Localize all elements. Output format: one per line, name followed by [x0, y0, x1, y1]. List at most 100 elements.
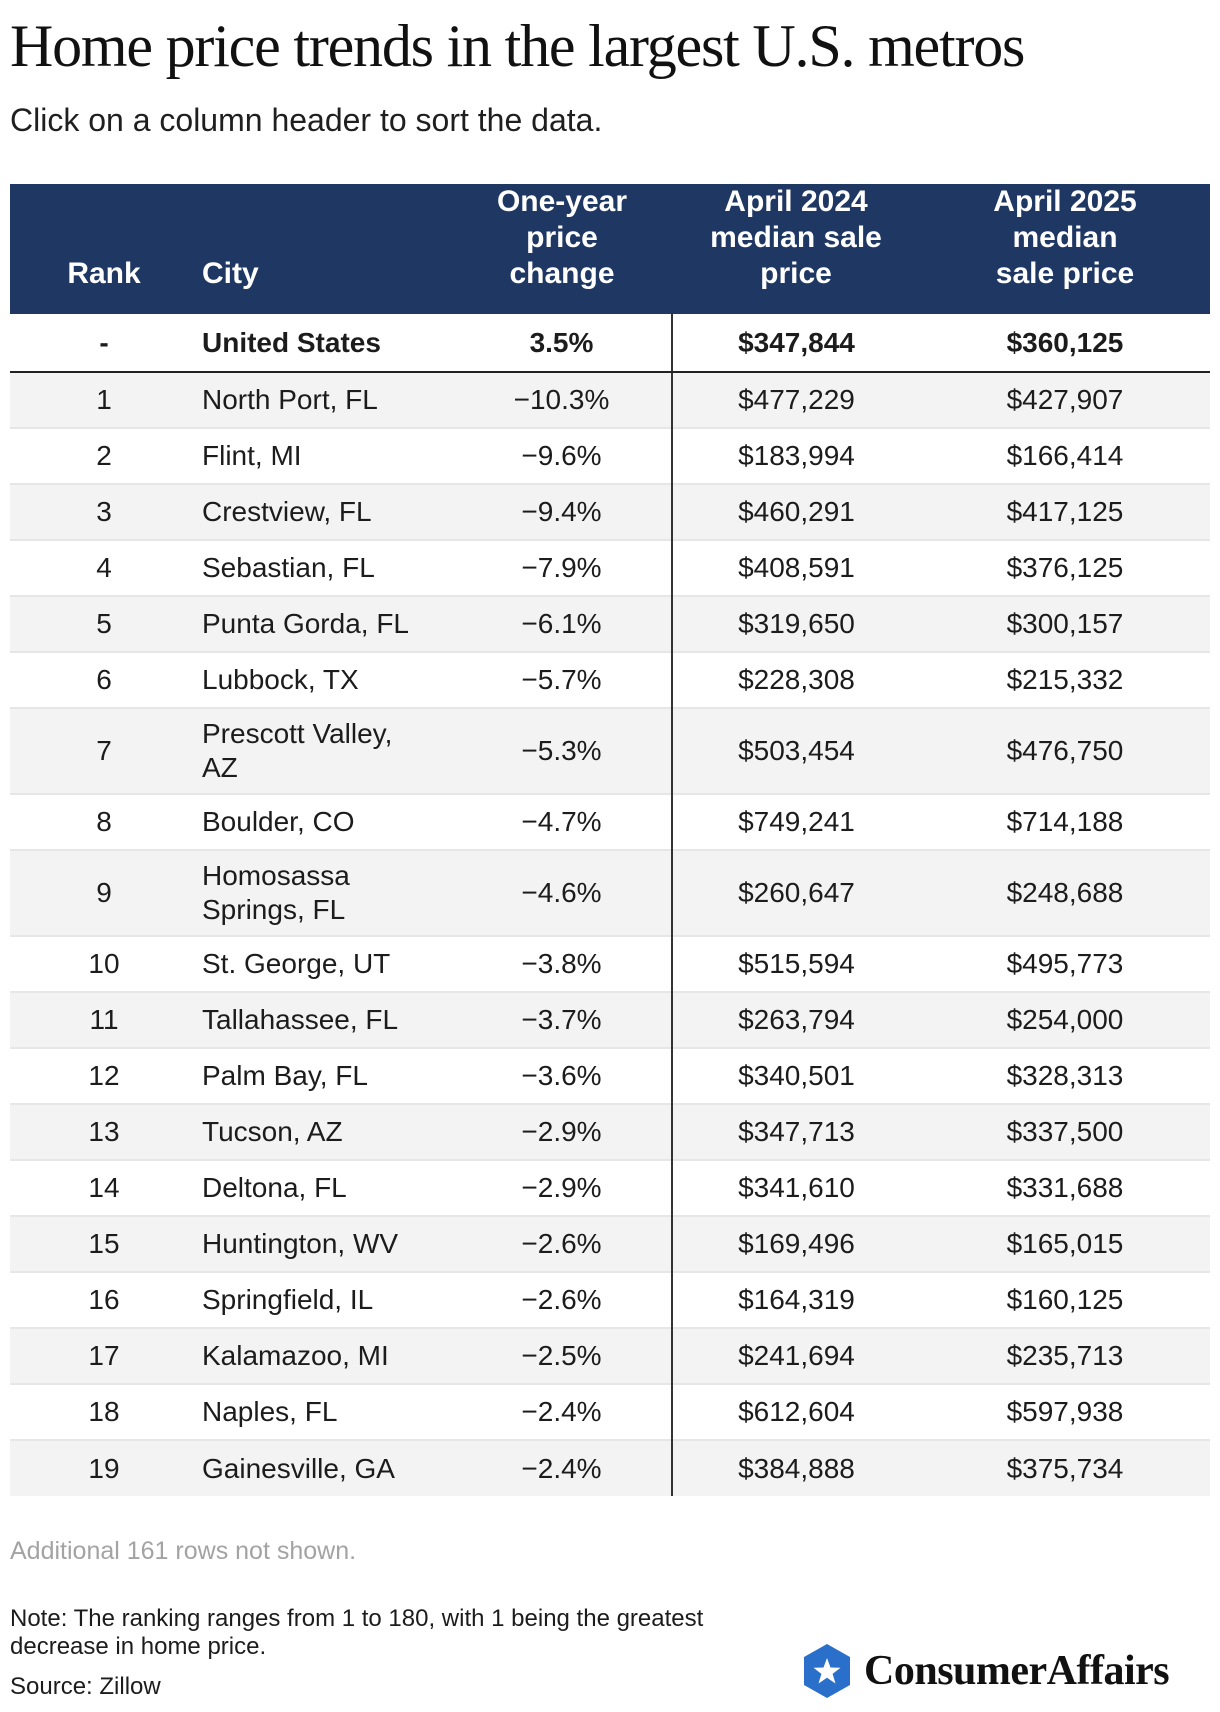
cell-change: −5.3%: [452, 707, 672, 794]
data-table: Rank City One-year price change April 20…: [10, 184, 1210, 1496]
cell-rank: 10: [10, 935, 198, 992]
cell-rank: 3: [10, 483, 198, 540]
cell-rank: 17: [10, 1327, 198, 1384]
cell-price-2025: $376,125: [920, 539, 1210, 596]
cell-change: −2.6%: [452, 1215, 672, 1272]
cell-price-2024: $503,454: [671, 707, 920, 794]
cell-rank: 19: [10, 1439, 198, 1496]
header-city[interactable]: City: [198, 184, 452, 314]
cell-price-2025: $235,713: [920, 1327, 1210, 1384]
cell-change: −2.4%: [452, 1439, 672, 1496]
table-row: 14 Deltona, FL −2.9% $341,610 $331,688: [10, 1159, 1210, 1216]
cell-change: −5.7%: [452, 651, 672, 708]
cell-rank: 12: [10, 1047, 198, 1104]
cell-change: −4.6%: [452, 849, 672, 936]
cell-price-2024: $183,994: [671, 427, 920, 484]
cell-city: North Port, FL: [198, 371, 452, 428]
cell-change: −2.9%: [452, 1159, 672, 1216]
cell-price-2024: $749,241: [671, 793, 920, 850]
cell-rank: 1: [10, 371, 198, 428]
cell-price-2025: $160,125: [920, 1271, 1210, 1328]
brand-name: ConsumerAffairs: [864, 1648, 1170, 1694]
cell-change: −2.4%: [452, 1383, 672, 1440]
cell-price-2025: $300,157: [920, 595, 1210, 652]
cell-price-2025: $248,688: [920, 849, 1210, 936]
cell-price-2025: $165,015: [920, 1215, 1210, 1272]
cell-rank: 6: [10, 651, 198, 708]
consumeraffairs-logo: ConsumerAffairs: [800, 1640, 1170, 1702]
table-header-row: Rank City One-year price change April 20…: [10, 184, 1210, 314]
page-subtitle: Click on a column header to sort the dat…: [10, 102, 603, 138]
table-row: 6 Lubbock, TX −5.7% $228,308 $215,332: [10, 651, 1210, 708]
cell-price-2025: $360,125: [920, 314, 1210, 373]
cell-price-2024: $228,308: [671, 651, 920, 708]
cell-price-2025: $427,907: [920, 371, 1210, 428]
table-row: 10 St. George, UT −3.8% $515,594 $495,773: [10, 935, 1210, 992]
cell-city: Tucson, AZ: [198, 1103, 452, 1160]
cell-price-2025: $254,000: [920, 991, 1210, 1048]
cell-price-2024: $477,229: [671, 371, 920, 428]
cell-price-2025: $714,188: [920, 793, 1210, 850]
table-row: 16 Springfield, IL −2.6% $164,319 $160,125: [10, 1271, 1210, 1328]
header-april-2024-price[interactable]: April 2024 median sale price: [672, 184, 920, 314]
header-one-year-change[interactable]: One-year price change: [452, 184, 672, 314]
table-row: 9 Homosassa Springs, FL −4.6% $260,647 $248,6…: [10, 849, 1210, 936]
cell-city: Crestview, FL: [198, 483, 452, 540]
cell-price-2025: $166,414: [920, 427, 1210, 484]
cell-city: Palm Bay, FL: [198, 1047, 452, 1104]
cell-city: Gainesville, GA: [198, 1439, 452, 1496]
cell-city: Punta Gorda, FL: [198, 595, 452, 652]
cell-rank: 16: [10, 1271, 198, 1328]
cell-price-2024: $347,713: [671, 1103, 920, 1160]
cell-rank: 9: [10, 849, 198, 936]
cell-price-2024: $241,694: [671, 1327, 920, 1384]
cell-rank: -: [10, 314, 198, 373]
cell-rank: 2: [10, 427, 198, 484]
table-row: 13 Tucson, AZ −2.9% $347,713 $337,500: [10, 1103, 1210, 1160]
cell-rank: 11: [10, 991, 198, 1048]
cell-change: −9.6%: [452, 427, 672, 484]
cell-city: United States: [198, 314, 452, 373]
cell-city: Boulder, CO: [198, 793, 452, 850]
cell-city: Tallahassee, FL: [198, 991, 452, 1048]
cell-rank: 18: [10, 1383, 198, 1440]
table-row: 3 Crestview, FL −9.4% $460,291 $417,125: [10, 483, 1210, 540]
cell-change: −10.3%: [452, 371, 672, 428]
cell-city: St. George, UT: [198, 935, 452, 992]
table-row: 11 Tallahassee, FL −3.7% $263,794 $254,000: [10, 991, 1210, 1048]
table-row: 15 Huntington, WV −2.6% $169,496 $165,015: [10, 1215, 1210, 1272]
cell-change: −7.9%: [452, 539, 672, 596]
table-row: 1 North Port, FL −10.3% $477,229 $427,907: [10, 371, 1210, 428]
cell-rank: 13: [10, 1103, 198, 1160]
cell-city: Huntington, WV: [198, 1215, 452, 1272]
cell-price-2025: $328,313: [920, 1047, 1210, 1104]
cell-city: Lubbock, TX: [198, 651, 452, 708]
cell-price-2024: $164,319: [671, 1271, 920, 1328]
footnote: Note: The ranking ranges from 1 to 180, …: [10, 1605, 704, 1660]
cell-rank: 14: [10, 1159, 198, 1216]
cell-change: −9.4%: [452, 483, 672, 540]
cell-rank: 5: [10, 595, 198, 652]
cell-price-2025: $597,938: [920, 1383, 1210, 1440]
cell-price-2024: $515,594: [671, 935, 920, 992]
cell-city: Kalamazoo, MI: [198, 1327, 452, 1384]
cell-city: Flint, MI: [198, 427, 452, 484]
cell-change: −2.9%: [452, 1103, 672, 1160]
cell-change: −3.8%: [452, 935, 672, 992]
cell-price-2024: $169,496: [671, 1215, 920, 1272]
united-states-row: - United States 3.5% $347,844 $360,125: [10, 314, 1210, 373]
cell-change: −2.5%: [452, 1327, 672, 1384]
cell-price-2025: $495,773: [920, 935, 1210, 992]
cell-change: 3.5%: [452, 314, 672, 373]
cell-price-2024: $347,844: [671, 314, 920, 373]
cell-city: Springfield, IL: [198, 1271, 452, 1328]
cell-price-2025: $331,688: [920, 1159, 1210, 1216]
page-title: Home price trends in the largest U.S. me…: [10, 13, 1025, 79]
cell-price-2025: $337,500: [920, 1103, 1210, 1160]
header-april-2025-price[interactable]: April 2025 median sale price: [920, 184, 1210, 314]
table-row: 7 Prescott Valley, AZ −5.3% $503,454 $476,750: [10, 707, 1210, 794]
cell-price-2024: $612,604: [671, 1383, 920, 1440]
header-rank[interactable]: Rank: [10, 184, 198, 314]
cell-change: −6.1%: [452, 595, 672, 652]
cell-price-2025: $215,332: [920, 651, 1210, 708]
